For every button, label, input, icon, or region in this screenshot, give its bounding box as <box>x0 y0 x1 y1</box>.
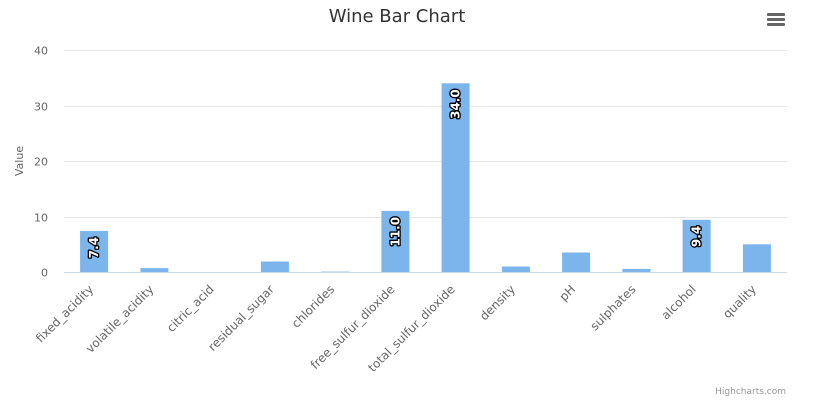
bar <box>742 244 771 273</box>
x-tick-label: residual_sugar <box>205 282 277 354</box>
y-tick-label: 0 <box>41 267 48 280</box>
x-tick-label: citric_acid <box>164 282 217 335</box>
x-tick-label: alcohol <box>658 282 698 322</box>
bar <box>260 261 289 272</box>
bar <box>140 268 169 272</box>
x-tick-label: sulphates <box>588 282 639 333</box>
x-tick-label: pH <box>557 282 579 304</box>
grid-lines <box>64 50 787 218</box>
bar <box>622 268 651 272</box>
bar <box>381 210 410 272</box>
x-tick-label: density <box>477 282 518 323</box>
bar <box>682 219 711 272</box>
y-axis-title: Value <box>13 146 26 176</box>
y-tick-label: 30 <box>34 101 48 114</box>
y-tick-label: 10 <box>34 212 48 225</box>
y-tick-label: 20 <box>34 156 48 169</box>
context-menu-button[interactable] <box>762 8 790 32</box>
x-tick-label: fixed_acidity <box>33 282 96 345</box>
data-label: 11.0 <box>388 217 402 247</box>
bar <box>562 252 591 272</box>
bar <box>80 230 109 272</box>
bars <box>80 83 771 273</box>
y-axis-ticks: 0 10 20 30 40 <box>34 45 48 280</box>
credits-link[interactable]: Highcharts.com <box>715 387 786 397</box>
bar <box>441 83 470 272</box>
data-label: 9.4 <box>690 226 704 247</box>
y-tick-label: 40 <box>34 45 48 58</box>
data-labels: 7.4 11.0 34.0 9.4 <box>86 88 705 259</box>
bar <box>501 266 530 272</box>
x-tick-label: quality <box>720 282 759 321</box>
chart-title: Wine Bar Chart <box>329 6 466 27</box>
x-tick-label: chlorides <box>289 282 337 330</box>
data-label: 7.4 <box>87 237 101 258</box>
data-label: 34.0 <box>449 89 463 119</box>
